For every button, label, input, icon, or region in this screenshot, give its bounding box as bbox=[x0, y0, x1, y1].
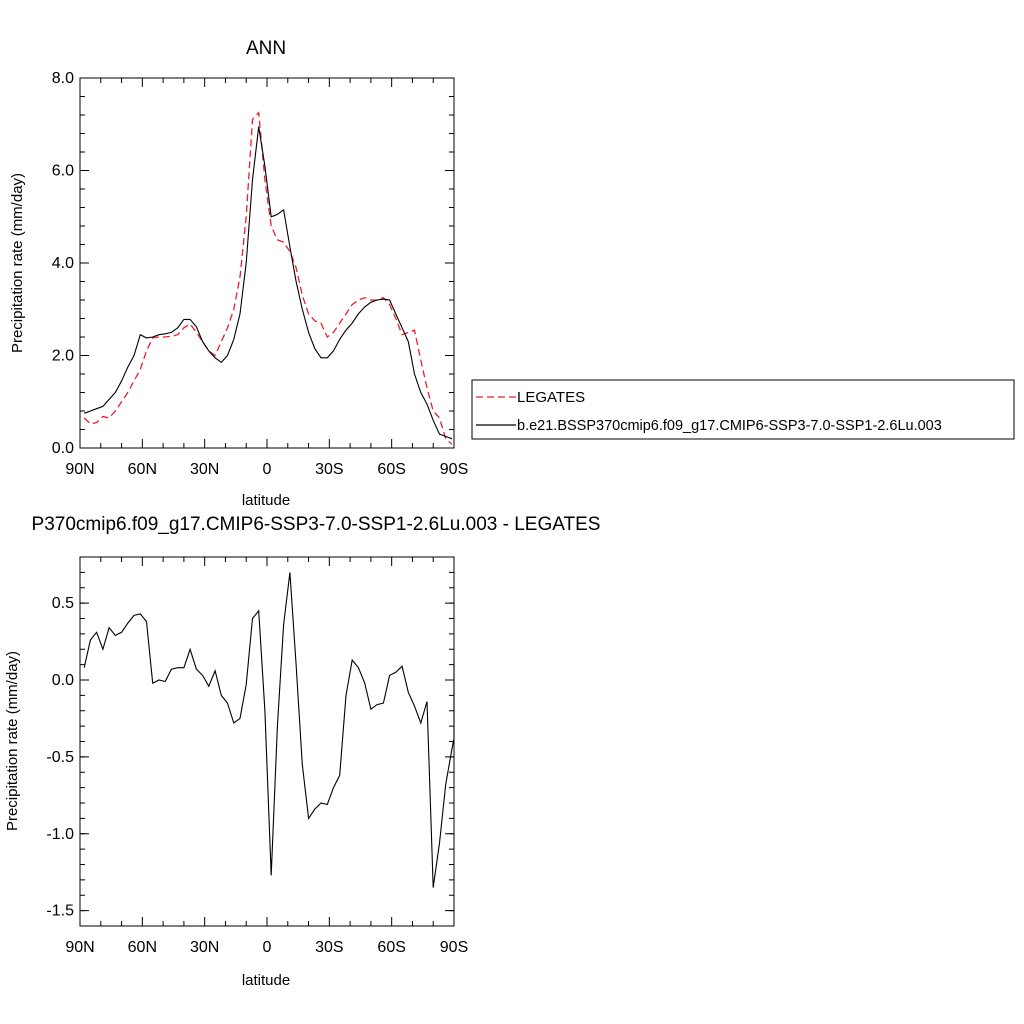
y-tick-label: 0.0 bbox=[52, 672, 74, 689]
x-tick-label: 90N bbox=[65, 939, 94, 956]
y-tick-label: 6.0 bbox=[52, 163, 74, 180]
y-tick-label: 2.0 bbox=[52, 348, 74, 365]
bottom-y-axis-label: Precipitation rate (mm/day) bbox=[4, 651, 21, 831]
top-series-line-1 bbox=[84, 126, 453, 440]
x-tick-label: 60S bbox=[377, 939, 405, 956]
x-tick-label: 60N bbox=[128, 461, 157, 478]
bottom-axis-ticks: 90N 60N 30N 0 30S 60S 90S 0.5 0.0 -0.5 -1.0 -1.5 bbox=[46, 556, 468, 956]
x-tick-label: 0 bbox=[263, 939, 272, 956]
bottom-panel: P370cmip6.f09_g17.CMIP6-SSP3-7.0-SSP1-2.… bbox=[4, 514, 600, 989]
x-tick-label: 30S bbox=[315, 939, 343, 956]
legend-label-legates: LEGATES bbox=[517, 389, 585, 406]
x-tick-label: 60S bbox=[377, 461, 405, 478]
top-x-axis-label: latitude bbox=[242, 492, 290, 509]
x-tick-label: 0 bbox=[263, 461, 272, 478]
bottom-plot-frame bbox=[79, 556, 455, 927]
bottom-x-axis-label: latitude bbox=[242, 972, 290, 989]
legend-box bbox=[471, 379, 1015, 440]
y-tick-label: -1.0 bbox=[46, 826, 74, 843]
x-tick-label: 90S bbox=[440, 461, 468, 478]
top-series-group bbox=[83, 111, 453, 445]
y-tick-label: 8.0 bbox=[52, 70, 74, 87]
bottom-series-line-0 bbox=[83, 572, 455, 888]
y-tick-label: 4.0 bbox=[52, 255, 74, 272]
x-tick-label: 30S bbox=[315, 461, 343, 478]
x-tick-label: 30N bbox=[190, 461, 219, 478]
y-tick-label: -1.5 bbox=[46, 903, 74, 920]
x-tick-label: 60N bbox=[128, 939, 157, 956]
legend: LEGATES b.e21.BSSP370cmip6.f09_g17.CMIP6… bbox=[471, 379, 1015, 440]
top-plot-frame bbox=[79, 77, 455, 449]
top-y-axis-label: Precipitation rate (mm/day) bbox=[9, 173, 26, 353]
legend-label-model: b.e21.BSSP370cmip6.f09_g17.CMIP6-SSP3-7.… bbox=[517, 418, 942, 434]
x-tick-label: 90S bbox=[440, 939, 468, 956]
top-title: ANN bbox=[246, 38, 286, 59]
bottom-title: P370cmip6.f09_g17.CMIP6-SSP3-7.0-SSP1-2.… bbox=[32, 514, 601, 535]
y-tick-label: 0.5 bbox=[52, 595, 74, 612]
bottom-series-group bbox=[83, 572, 455, 888]
top-panel: ANN 90N 60N 30N 0 30S 60S 90S 0.0 2.0 4.0 6.0 8.0 l… bbox=[9, 38, 468, 509]
x-tick-label: 90N bbox=[65, 461, 94, 478]
x-tick-label: 30N bbox=[190, 939, 219, 956]
top-series-line-0 bbox=[83, 111, 453, 445]
top-axis-ticks: 90N 60N 30N 0 30S 60S 90S 0.0 2.0 4.0 6.0 8.0 bbox=[52, 70, 468, 478]
y-tick-label: -0.5 bbox=[46, 749, 74, 766]
y-tick-label: 0.0 bbox=[52, 440, 74, 457]
